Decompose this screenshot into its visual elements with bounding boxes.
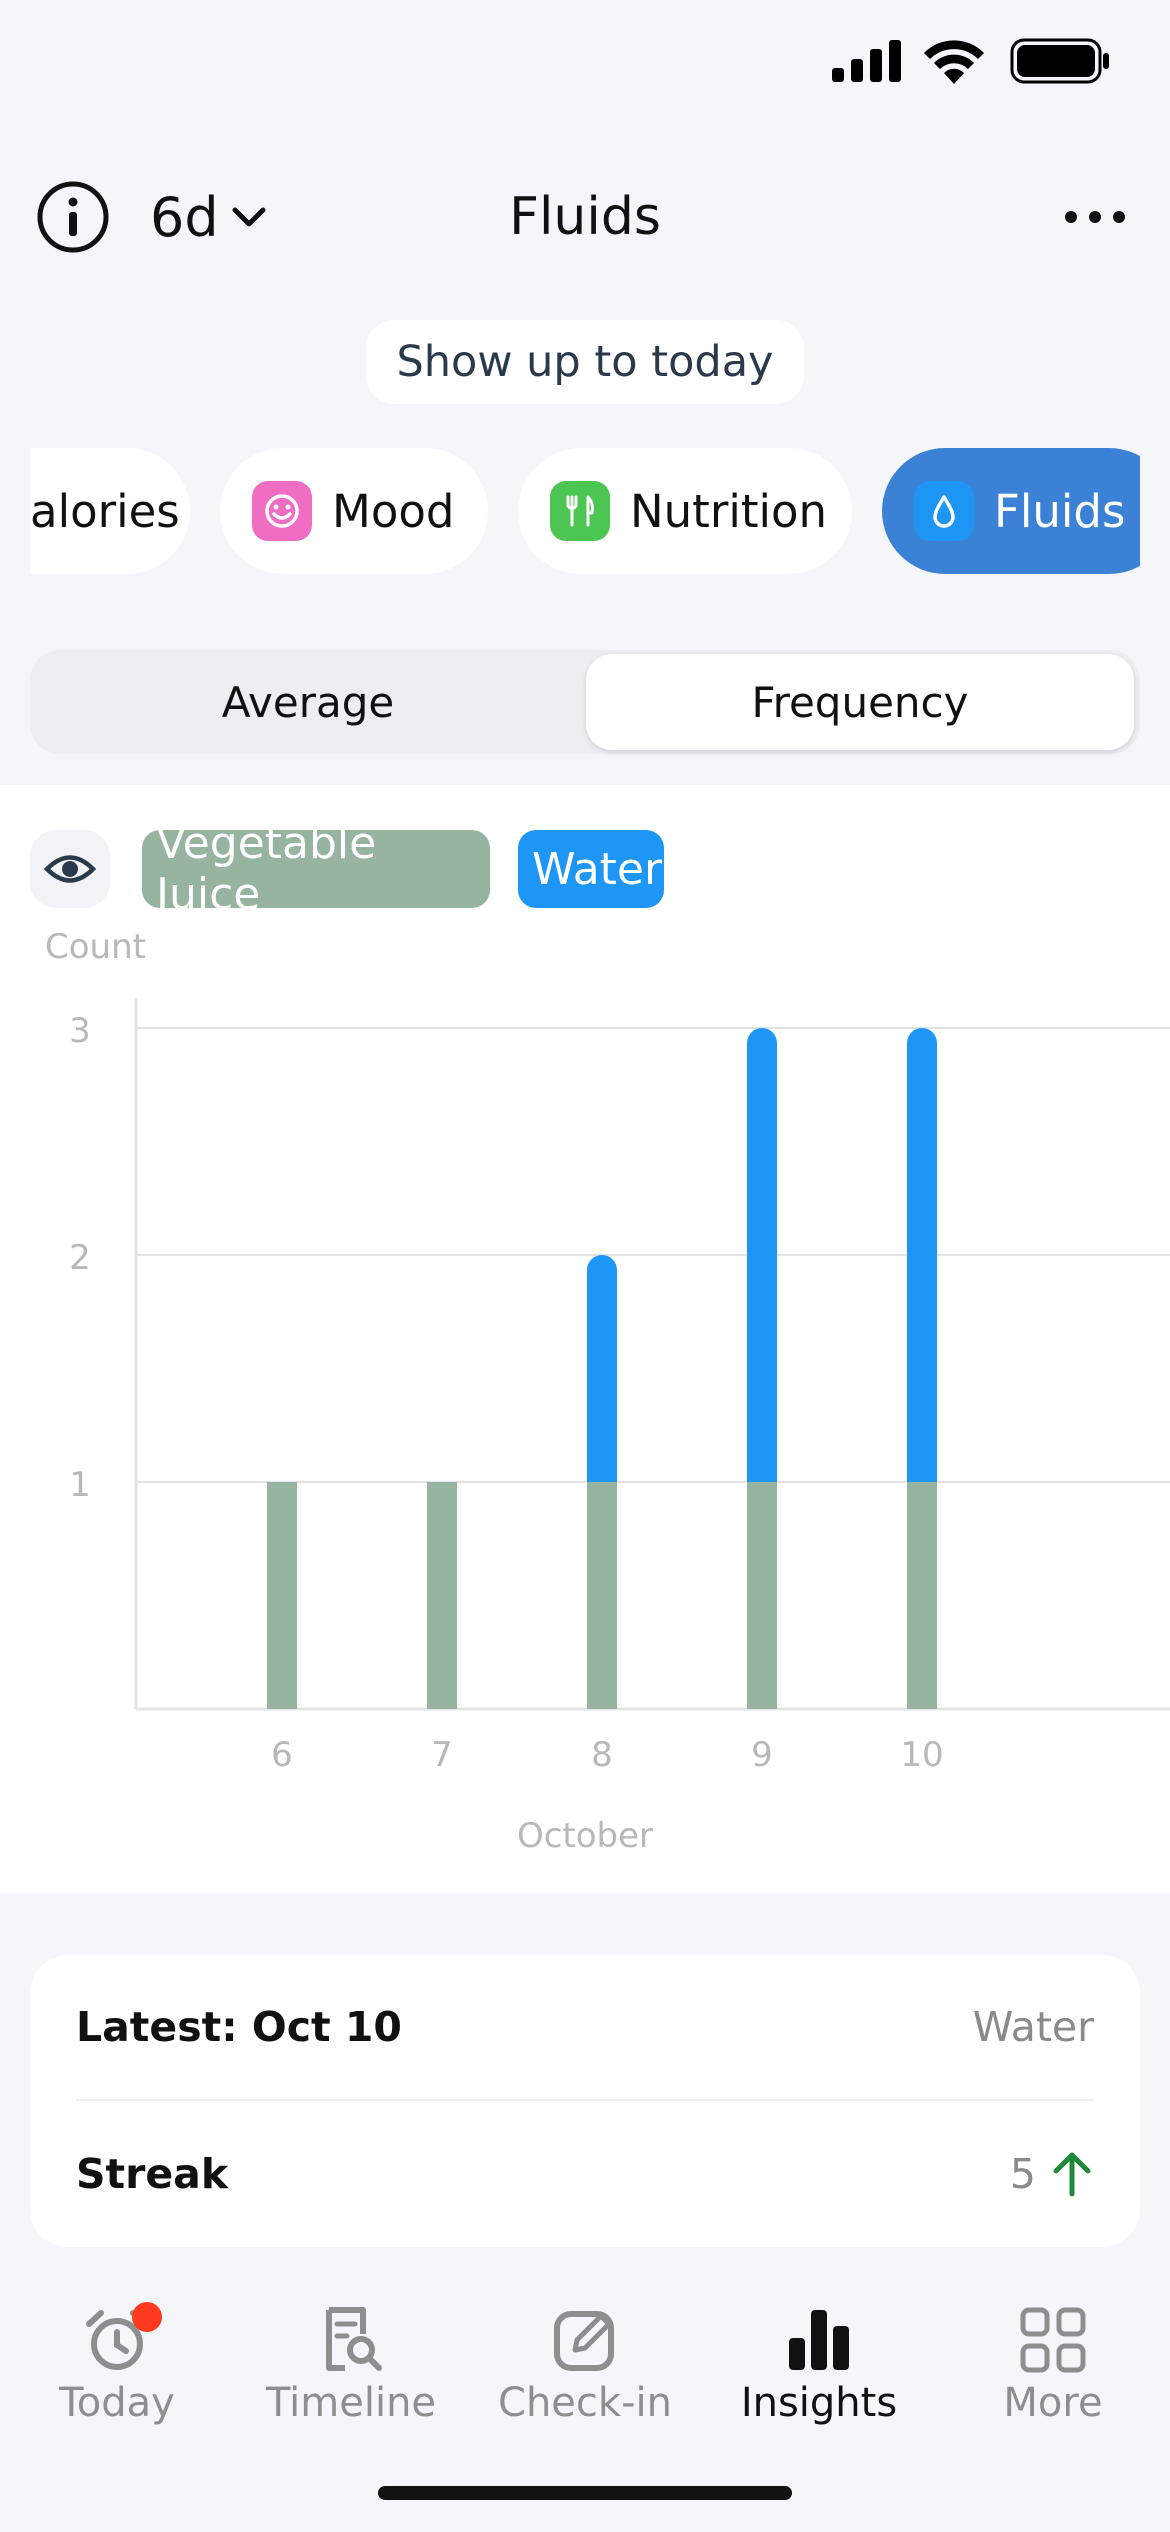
show-up-to-today-toggle[interactable]: Show up to today	[366, 320, 804, 404]
category-chip-label: alories	[30, 484, 180, 538]
cellular-signal-icon	[832, 40, 901, 82]
date-range-label: 6d	[150, 185, 219, 249]
y-tick-label: 3	[69, 1011, 91, 1051]
category-chip-label: Fluids	[994, 484, 1126, 538]
drop-icon	[914, 481, 974, 541]
eye-icon	[43, 855, 97, 883]
x-tick-label: 8	[591, 1735, 613, 1775]
stats-card: Latest: Oct 10 Water Streak 5	[30, 1955, 1140, 2247]
chart-mode-segmented-control: Average Frequency	[30, 650, 1140, 754]
bar-water[interactable]	[747, 1028, 777, 1482]
frequency-bar-chart: 1 2 3 Count 6 7 8 9 10 October	[45, 927, 1170, 1856]
streak-value: 5	[1009, 2150, 1036, 2198]
category-chip-fluids[interactable]: Fluids	[882, 448, 1140, 574]
bar-water[interactable]	[907, 1028, 937, 1482]
edit-square-icon	[554, 2311, 614, 2371]
legend-vegetable-juice[interactable]: Vegetable Juice	[142, 818, 490, 920]
category-chip-label: Mood	[332, 484, 455, 538]
tab-label: Today	[59, 2380, 175, 2426]
tab-label: Insights	[740, 2380, 898, 2426]
arrow-up-icon	[1053, 2152, 1091, 2197]
chart-card: 1 2 3 Count 6 7 8 9 10 October Vegetable Juice Wa…	[0, 785, 1170, 1893]
bar-vegetable-juice[interactable]	[747, 1482, 777, 1709]
category-chip-label: Nutrition	[630, 484, 828, 538]
x-axis-title: October	[517, 1816, 653, 1856]
y-axis-title: Count	[45, 927, 146, 967]
smiley-icon	[252, 481, 312, 541]
bar-vegetable-juice[interactable]	[267, 1482, 297, 1709]
y-tick-label: 2	[69, 1238, 91, 1278]
x-tick-label: 10	[900, 1735, 943, 1775]
battery-icon	[1010, 38, 1109, 84]
tab-label: Check-in	[498, 2380, 672, 2426]
segment-average[interactable]: Average	[221, 677, 395, 727]
info-icon[interactable]	[36, 180, 110, 254]
streak-label: Streak	[76, 2150, 229, 2198]
header: 6d Fluids	[0, 150, 1170, 280]
tab-label: More	[1003, 2380, 1103, 2426]
segment-frequency[interactable]: Frequency	[586, 654, 1134, 750]
visibility-toggle-button[interactable]	[30, 830, 110, 908]
document-search-icon	[326, 2307, 382, 2371]
category-chip-nutrition[interactable]: Nutrition	[518, 448, 852, 574]
grid-icon	[1020, 2307, 1086, 2373]
tab-label: Timeline	[265, 2380, 437, 2426]
more-horizontal-icon[interactable]	[1060, 195, 1130, 239]
home-indicator	[378, 2486, 792, 2500]
category-chip-calories[interactable]: alories	[30, 448, 190, 574]
bar-vegetable-juice[interactable]	[587, 1482, 617, 1709]
bar-vegetable-juice[interactable]	[907, 1482, 937, 1709]
x-tick-label: 7	[431, 1735, 453, 1775]
x-tick-label: 6	[271, 1735, 293, 1775]
tab-check-in[interactable]: Check-in	[468, 2290, 702, 2440]
chevron-down-icon	[232, 207, 266, 227]
wifi-icon	[924, 40, 984, 84]
tab-more[interactable]: More	[936, 2290, 1170, 2440]
utensils-icon	[550, 481, 610, 541]
streak-row[interactable]: Streak 5	[76, 2101, 1094, 2247]
category-chips: alories Mood Nutrition Fluids	[30, 448, 1140, 576]
tab-timeline[interactable]: Timeline	[234, 2290, 468, 2440]
latest-label: Latest: Oct 10	[76, 2003, 402, 2051]
latest-row[interactable]: Latest: Oct 10 Water	[76, 1955, 1094, 2101]
category-chip-mood[interactable]: Mood	[220, 448, 488, 574]
legend-water[interactable]: Water	[518, 830, 664, 908]
tab-today[interactable]: Today	[0, 2290, 234, 2440]
y-tick-label: 1	[69, 1465, 91, 1505]
bar-vegetable-juice[interactable]	[427, 1482, 457, 1709]
date-range-selector[interactable]: 6d	[150, 178, 269, 256]
bar-chart-icon	[789, 2310, 849, 2370]
tab-bar: Today Timeline Check-in Insights	[0, 2290, 1170, 2440]
notification-badge	[132, 2302, 162, 2332]
latest-value: Water	[972, 2003, 1094, 2051]
tab-insights[interactable]: Insights	[702, 2290, 936, 2440]
bar-water[interactable]	[587, 1255, 617, 1482]
x-tick-label: 9	[751, 1735, 773, 1775]
status-bar	[0, 0, 1170, 130]
